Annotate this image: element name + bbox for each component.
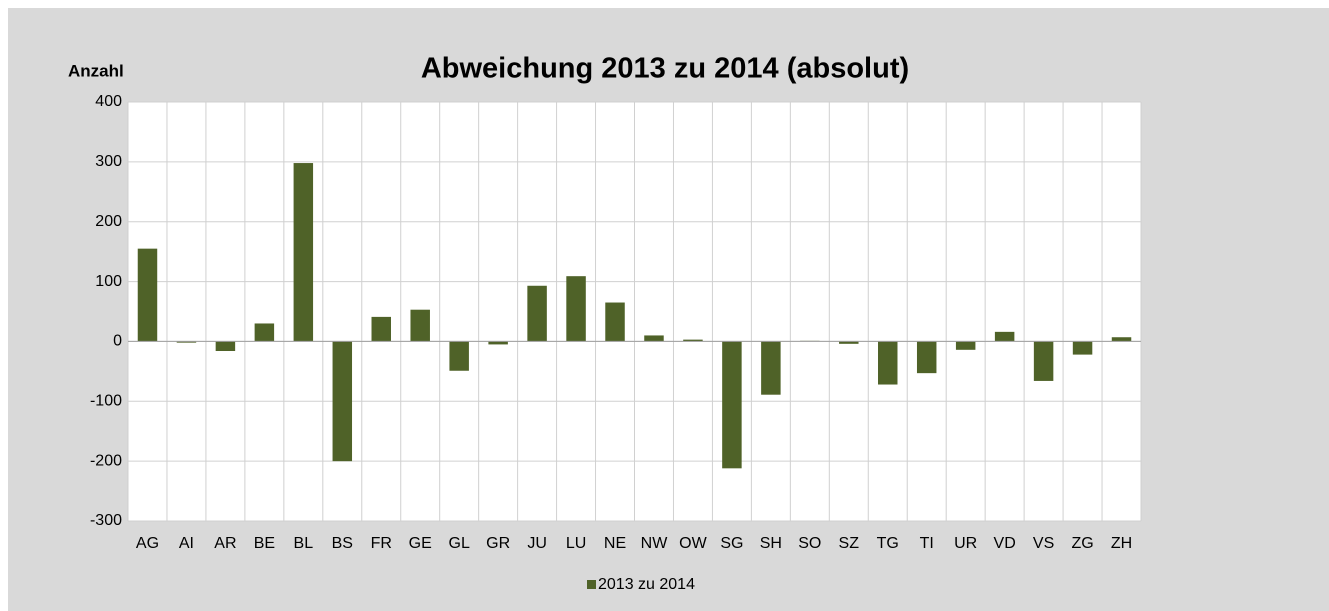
x-tick-label: SO [798,535,821,552]
x-tick-label: JU [527,535,547,552]
bar [605,302,625,342]
bar [994,331,1015,342]
x-tick-label: AG [136,535,159,552]
chart-title: Abweichung 2013 zu 2014 (absolut) [421,53,909,85]
bar [371,316,391,342]
bar [761,341,781,395]
bar [1111,337,1132,342]
bar [137,248,158,342]
x-tick-label: BE [254,535,275,552]
bar [644,335,664,342]
bar [916,341,937,374]
x-tick-label: BS [332,535,353,552]
y-tick-label: 0 [113,333,122,350]
bar [1033,341,1054,381]
x-tick-label: AI [179,535,194,552]
bar [955,341,976,350]
x-tick-label: TG [877,535,899,552]
x-tick-label: GL [449,535,470,552]
y-tick-label: -300 [90,512,122,529]
x-tick-label: AR [214,535,236,552]
y-tick-label: -100 [90,393,122,410]
x-tick-label: VD [994,535,1016,552]
x-tick-label: VS [1033,535,1054,552]
bar [332,341,353,462]
bar [488,341,508,345]
x-tick-label: FR [371,535,392,552]
x-tick-label: LU [566,535,586,552]
bar [878,341,898,385]
x-tick-label: TI [920,535,934,552]
bar [722,341,742,469]
bar [839,341,859,344]
bar [1072,341,1093,355]
x-tick-label: SG [720,535,743,552]
bar [176,341,197,343]
y-tick-label: 100 [95,273,122,290]
x-tick-label: GR [486,535,510,552]
bar [683,339,703,342]
x-tick-label: UR [954,535,977,552]
x-tick-label: ZG [1071,535,1093,552]
y-tick-label: 400 [95,93,122,110]
y-tick-label: 300 [95,153,122,170]
x-tick-label: NE [604,535,626,552]
legend-label: 2013 zu 2014 [598,576,695,593]
x-tick-label: SH [760,535,782,552]
bar [527,285,547,342]
bar [254,323,275,342]
x-tick-label: GE [409,535,432,552]
legend-swatch [587,580,596,589]
bar [449,341,469,371]
bar [566,276,586,342]
x-tick-label: ZH [1111,535,1132,552]
x-tick-label: BL [294,535,314,552]
bar [293,163,314,342]
bar [410,309,430,342]
x-tick-label: OW [679,535,707,552]
bar [215,341,236,352]
x-tick-label: NW [641,535,669,552]
x-tick-label: SZ [839,535,860,552]
y-tick-label: -200 [90,452,122,469]
y-axis-label: Anzahl [68,61,124,80]
y-tick-label: 200 [95,213,122,230]
